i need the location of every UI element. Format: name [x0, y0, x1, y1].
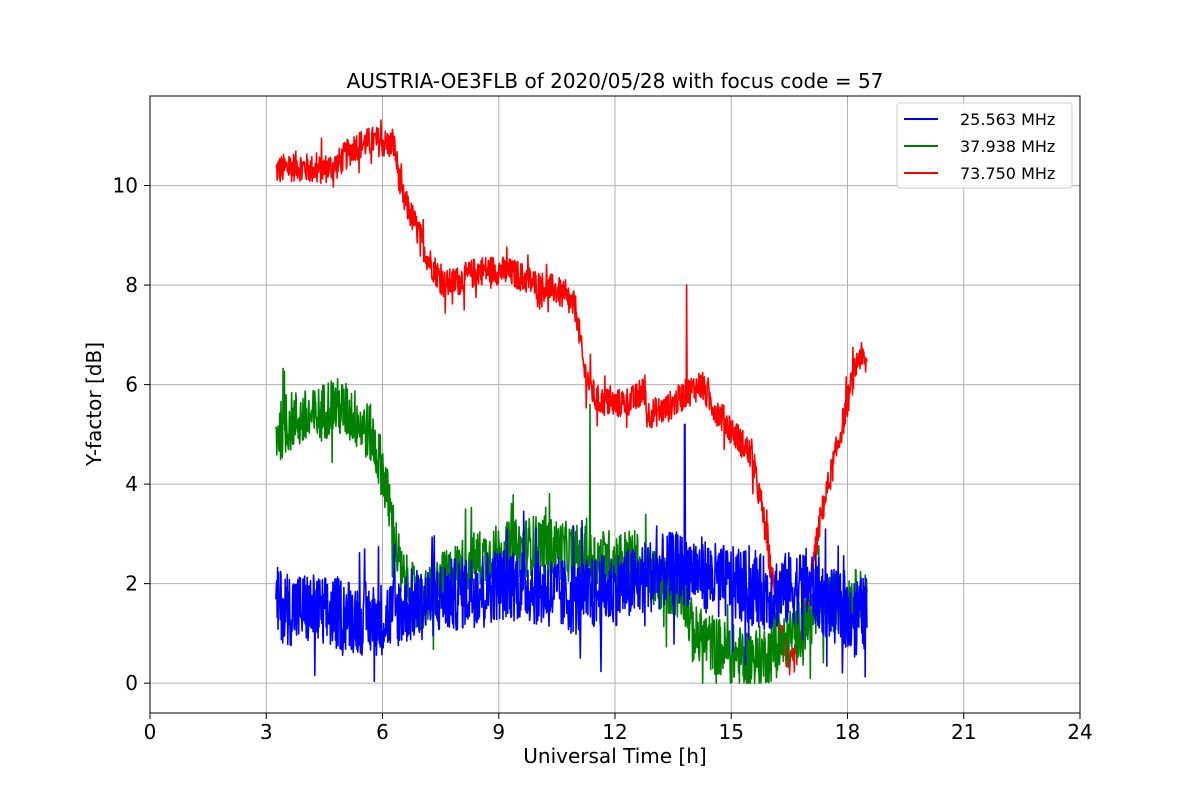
y-tick-label: 6: [125, 373, 138, 397]
legend-frame: [896, 102, 1073, 189]
x-tick-label: 18: [835, 720, 860, 744]
legend: 25.563 MHz 37.938 MHz 73.750 MHz: [896, 102, 1073, 189]
y-tick-label: 10: [113, 174, 138, 198]
series-layer: [275, 119, 868, 684]
x-tick-label: 15: [719, 720, 744, 744]
y-tick-label: 4: [125, 472, 138, 496]
x-tick-label: 3: [260, 720, 273, 744]
legend-label: 25.563 MHz: [960, 110, 1055, 129]
x-tick-label: 0: [144, 720, 157, 744]
x-tick-label: 21: [951, 720, 976, 744]
x-tick-label: 9: [492, 720, 505, 744]
x-tick-label: 24: [1067, 720, 1092, 744]
x-axis-label: Universal Time [h]: [523, 744, 706, 768]
y-tick-label: 2: [125, 572, 138, 596]
y-tick-label: 0: [125, 671, 138, 695]
legend-label: 37.938 MHz: [960, 137, 1055, 156]
series-line: [275, 367, 868, 684]
y-tick-label: 8: [125, 273, 138, 297]
series-line: [275, 423, 868, 683]
series-line: [275, 119, 868, 676]
legend-items: 25.563 MHz 37.938 MHz 73.750 MHz: [904, 110, 1055, 183]
y-axis-label: Y-factor [dB]: [82, 342, 106, 467]
chart-title: AUSTRIA-OE3FLB of 2020/05/28 with focus …: [347, 69, 884, 93]
x-tick-label: 6: [376, 720, 389, 744]
x-tick-label: 12: [602, 720, 627, 744]
legend-label: 73.750 MHz: [960, 164, 1055, 183]
